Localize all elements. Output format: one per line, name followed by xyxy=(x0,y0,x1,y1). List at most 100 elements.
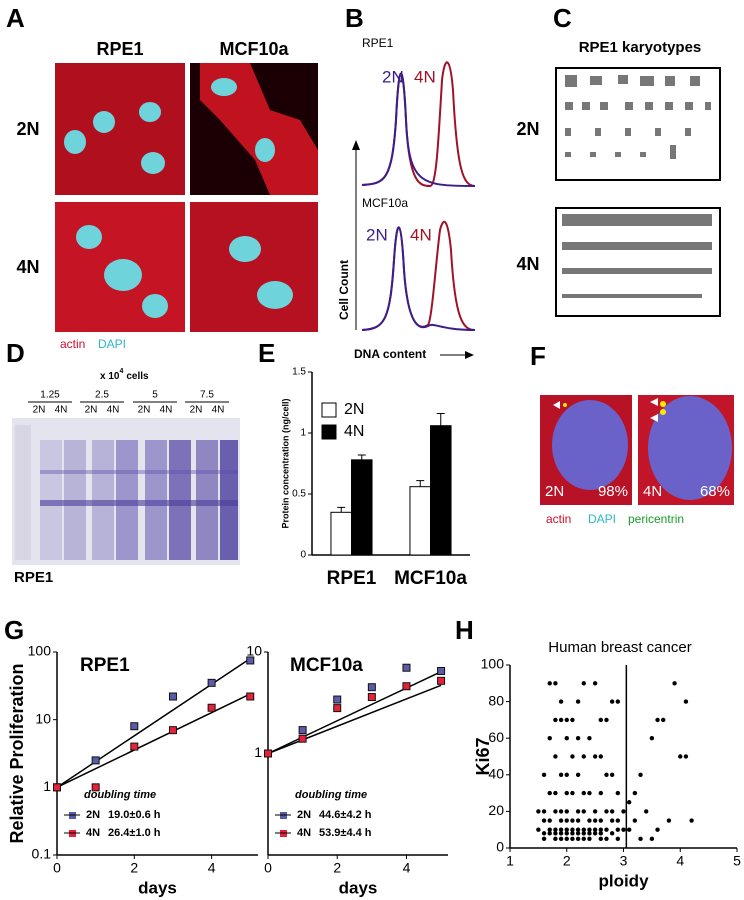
arrow-head xyxy=(465,351,474,359)
point xyxy=(541,836,547,842)
legend-label: 2N xyxy=(344,401,364,418)
y-tick-label: 100 xyxy=(481,656,505,672)
point xyxy=(609,699,615,704)
point xyxy=(575,699,581,704)
fit-line xyxy=(56,657,251,788)
point-marker xyxy=(91,783,100,792)
point xyxy=(689,818,694,823)
panel-f: 2N 98% 4N 68% actin DAPI pericentrin xyxy=(540,395,734,526)
point xyxy=(598,831,603,836)
x-axis-label: days xyxy=(339,878,378,897)
point xyxy=(541,831,547,836)
point xyxy=(570,754,575,759)
point xyxy=(575,836,581,842)
peak-label: 4N xyxy=(410,225,432,244)
point xyxy=(536,809,541,814)
point xyxy=(581,809,586,814)
peak-label: 4N xyxy=(414,67,436,86)
y-axis-label: Ki67 xyxy=(473,737,493,775)
karyotype-box xyxy=(555,67,721,181)
point xyxy=(575,809,581,814)
x-tick-label: 2 xyxy=(130,860,138,876)
point xyxy=(615,699,621,704)
point xyxy=(604,809,609,814)
point xyxy=(626,827,632,832)
legend-label: 2N xyxy=(86,809,100,821)
point xyxy=(661,717,666,723)
point xyxy=(598,790,603,796)
point xyxy=(570,836,575,842)
point-marker xyxy=(264,749,272,758)
nucleus xyxy=(552,400,628,490)
point xyxy=(678,754,683,759)
point xyxy=(553,827,558,832)
point xyxy=(626,800,632,805)
x-tick-label: 2 xyxy=(563,853,571,869)
point xyxy=(564,717,569,723)
image-label: 68% xyxy=(700,483,730,500)
point-marker xyxy=(168,692,177,701)
x-tick-label: 5 xyxy=(733,853,741,869)
legend-doubling: 26.4±1.0 h xyxy=(108,827,161,839)
point xyxy=(564,818,569,823)
panel-a: RPE1 MCF10a 2N 4N actin DAPI xyxy=(16,39,318,351)
point-marker xyxy=(298,726,307,735)
error-bar xyxy=(436,412,445,426)
bar xyxy=(351,459,373,556)
plot-label: MCF10a xyxy=(362,196,408,210)
point xyxy=(581,827,586,832)
point xyxy=(564,809,569,814)
point-marker xyxy=(246,656,255,665)
point xyxy=(587,831,592,836)
point xyxy=(655,827,660,832)
point-marker xyxy=(130,742,139,751)
lane-label: 2N xyxy=(85,405,98,416)
legend-label: 4N xyxy=(86,827,100,839)
point xyxy=(575,736,581,741)
point xyxy=(592,809,598,814)
panel-d: x 104 cells RPE1 xyxy=(12,368,240,586)
point-marker xyxy=(246,692,255,701)
point xyxy=(558,827,564,832)
point xyxy=(570,790,575,796)
micrograph xyxy=(190,202,318,332)
row-label: 4N xyxy=(516,254,539,274)
histogram-curve xyxy=(361,72,476,187)
point xyxy=(547,827,552,832)
point xyxy=(609,818,615,823)
gel-bands xyxy=(15,425,238,560)
point xyxy=(615,836,621,842)
y-tick-label: 10 xyxy=(35,710,51,726)
nuclei xyxy=(64,78,293,318)
amount-label: 2.5 xyxy=(95,390,109,401)
point xyxy=(666,818,672,823)
micrograph xyxy=(55,63,185,195)
point xyxy=(564,736,569,741)
point xyxy=(598,754,603,759)
point xyxy=(615,790,621,796)
point xyxy=(604,717,609,723)
point xyxy=(553,836,558,842)
point xyxy=(564,772,569,777)
point xyxy=(558,717,564,723)
point xyxy=(553,717,558,723)
legend-swatch xyxy=(321,424,337,440)
centrosome xyxy=(660,401,666,407)
legend-title: doubling time xyxy=(295,789,367,801)
error-bar xyxy=(416,480,425,487)
point xyxy=(541,772,547,777)
image-label: 98% xyxy=(598,483,628,500)
plot-label: RPE1 xyxy=(362,36,394,50)
y-axis-label: Protein concentration (ng/cell) xyxy=(280,398,290,528)
point xyxy=(570,717,575,723)
panel-b: RPE1 2N 4N MCF10a 2N 4N Cell Count DNA c… xyxy=(337,36,476,361)
point xyxy=(570,831,575,836)
column-label: RPE1 xyxy=(96,39,143,59)
point xyxy=(564,790,569,796)
x-tick-label: 4 xyxy=(403,860,411,876)
point xyxy=(683,699,689,704)
legend-doubling: 53.9±4.4 h xyxy=(319,827,372,839)
error-bar xyxy=(337,506,346,513)
fit-line xyxy=(267,684,442,755)
